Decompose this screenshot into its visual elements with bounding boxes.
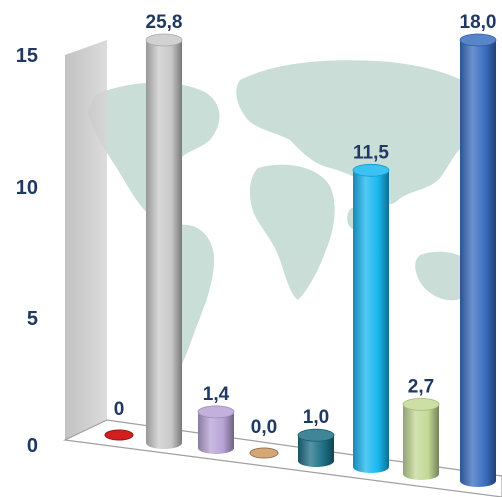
data-label: 0 <box>114 399 125 420</box>
bar <box>402 397 440 480</box>
bar-body <box>460 40 496 487</box>
bar <box>249 447 279 459</box>
data-label: 1,0 <box>303 407 329 428</box>
bar-top <box>197 405 235 419</box>
bar-top <box>297 428 335 442</box>
bar-top <box>402 397 440 411</box>
y-tick-label: 15 <box>16 45 38 67</box>
bar <box>297 428 335 467</box>
bar <box>352 163 390 474</box>
bar <box>104 429 134 441</box>
bar-body <box>353 170 389 474</box>
data-label: 11,5 <box>353 142 389 163</box>
data-label: 18,0 <box>460 12 497 33</box>
bar-disc <box>249 447 279 459</box>
chart-back-wall <box>65 40 107 440</box>
bar <box>145 33 183 449</box>
bar-body <box>403 404 439 480</box>
bar-body <box>198 411 234 454</box>
bar-top <box>352 163 390 177</box>
bar <box>197 405 235 454</box>
data-label: 0,0 <box>251 417 277 438</box>
bar-body <box>298 435 334 467</box>
bar-body <box>146 40 182 449</box>
bar-disc <box>104 429 134 441</box>
data-label: 25,8 <box>146 12 183 33</box>
bar <box>459 33 497 487</box>
bar-top <box>459 33 497 47</box>
y-tick-label: 10 <box>16 177 38 199</box>
y-tick-label: 5 <box>27 308 38 330</box>
data-label: 1,4 <box>203 384 230 405</box>
y-tick-label: 0 <box>27 435 38 457</box>
data-label: 2,7 <box>408 376 434 397</box>
bar-top <box>145 33 183 47</box>
